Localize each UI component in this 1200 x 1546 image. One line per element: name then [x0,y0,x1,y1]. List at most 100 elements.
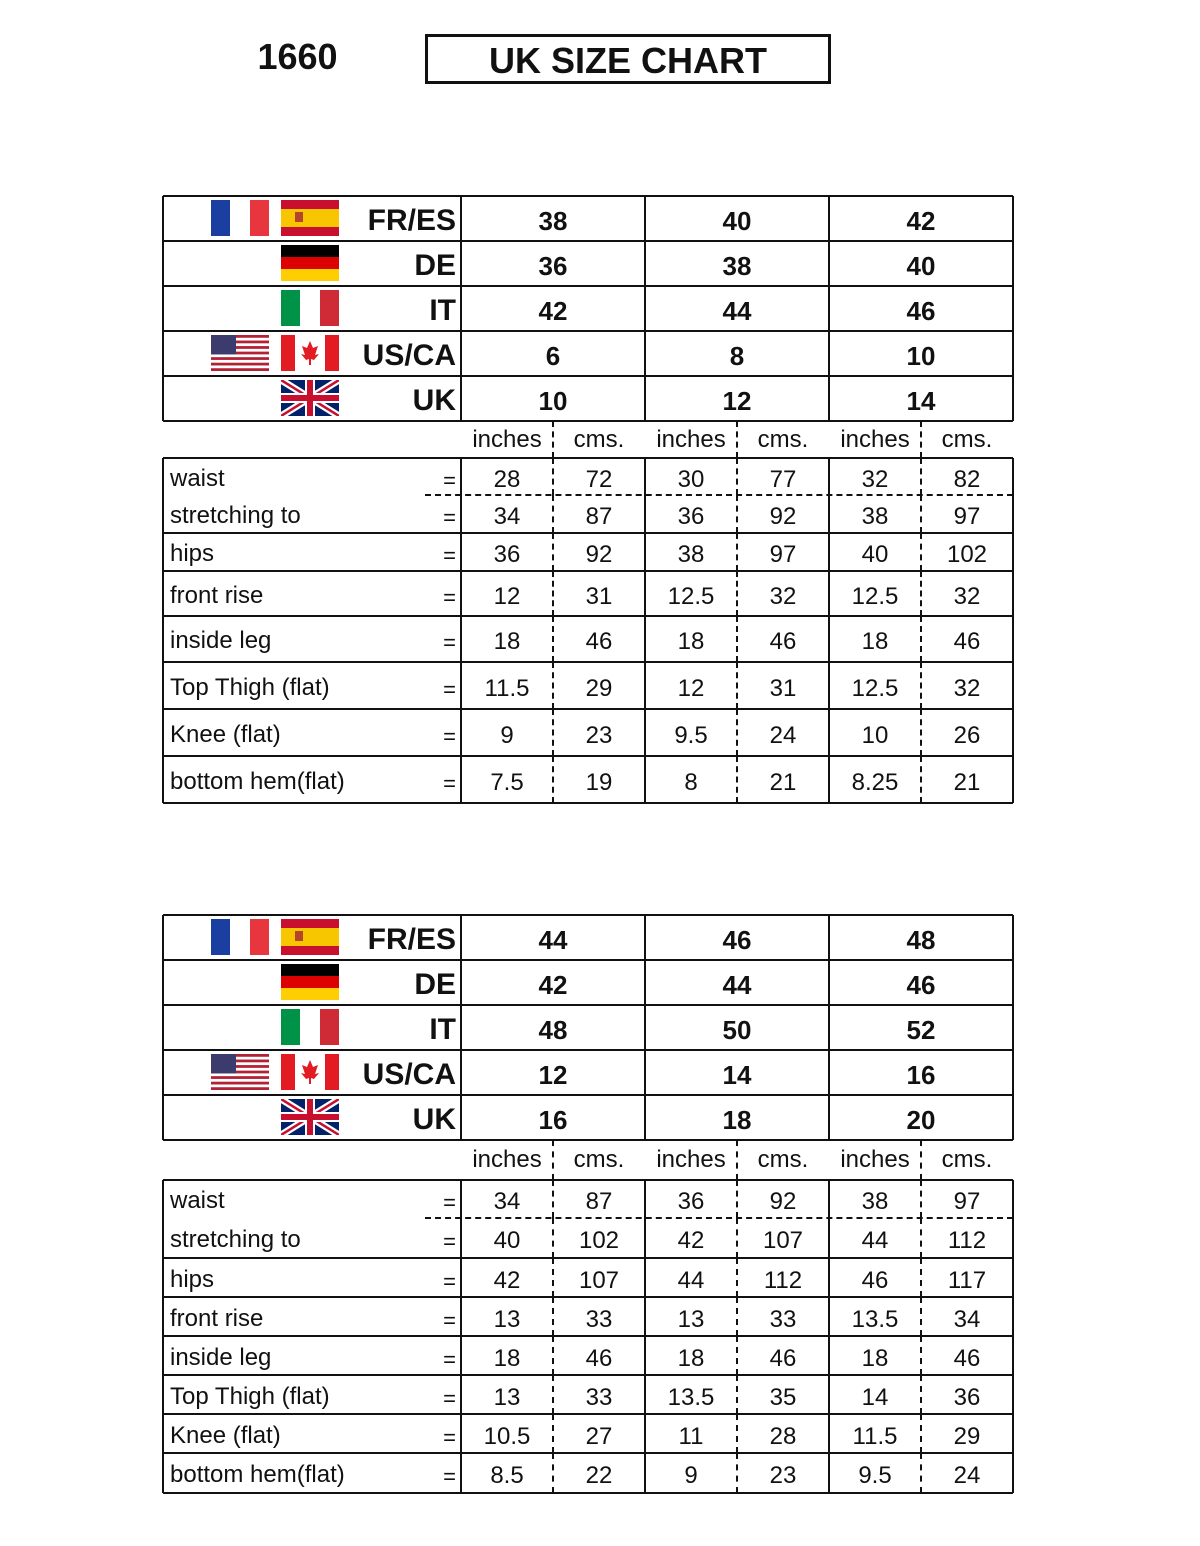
size-value: 18 [722,1105,752,1135]
flag [281,245,339,281]
rule [425,494,1013,496]
measure-value: 18 [677,628,705,655]
rule [644,1297,646,1336]
measure-value: 11.5 [484,674,530,702]
measure-value: 36 [953,1383,981,1411]
rule [162,709,164,756]
equals-sign: = [443,676,456,702]
equals-sign: = [443,505,456,530]
rule [163,661,1013,663]
measure-value: 97 [953,503,981,530]
rule [644,1375,646,1414]
measure-value: 9 [500,721,514,749]
measure-value: 77 [769,465,797,493]
rule [460,709,462,756]
rule [828,1258,830,1297]
rule [736,495,738,533]
country-label: FR/ES [367,922,456,956]
measure-label: waist [170,464,225,492]
country-label: FR/ES [367,203,456,237]
size-value: 46 [906,296,936,326]
unit-label: inches [840,425,910,453]
flag [211,919,269,955]
unit-label: cms. [757,425,809,453]
rule [828,286,830,331]
rule [1012,286,1014,331]
rule [552,1297,554,1336]
measure-value: 29 [953,1422,981,1450]
size-value: 12 [538,1060,568,1090]
rule [460,286,462,331]
measure-value: 8.25 [851,768,899,796]
equals-sign: = [443,1229,456,1254]
rule [162,533,164,571]
rule [736,756,738,803]
rule [828,1297,830,1336]
unit-label: cms. [573,1146,625,1173]
rule [828,1095,830,1140]
measure-value: 92 [769,503,797,530]
size-value: 36 [538,251,568,281]
rule [1012,1297,1014,1336]
flag [281,335,339,371]
rule [460,1258,462,1297]
rule [460,196,462,241]
size-value: 46 [722,925,752,955]
measure-value: 32 [769,582,797,610]
measure-value: 8.5 [490,1462,524,1489]
measure-value: 46 [953,1344,981,1372]
rule [736,1140,738,1180]
rule [1012,376,1014,421]
rule [460,1005,462,1050]
measure-value: 33 [769,1305,797,1333]
rule [828,1453,830,1493]
rule [920,1297,922,1336]
measure-value: 30 [677,465,705,493]
rule [644,662,646,709]
size-value: 48 [538,1015,568,1045]
measure-value: 22 [585,1462,613,1489]
equals-sign: = [443,723,456,749]
measure-value: 102 [946,541,988,568]
measure-value: 12.5 [851,582,899,610]
rule [162,1218,164,1258]
measure-label: front rise [170,1304,264,1332]
rule [552,1180,554,1218]
rule [162,1414,164,1453]
rule [163,285,1013,287]
measure-value: 19 [585,768,613,796]
rule [920,662,922,709]
rule [162,331,164,376]
rule [1012,616,1014,662]
measure-value: 34 [493,503,521,530]
rule [552,533,554,571]
rule [552,421,554,458]
rule [920,756,922,803]
flag [281,290,339,326]
rule [920,1140,922,1180]
flag-fr [211,200,269,236]
measure-value: 29 [585,674,613,702]
equals-sign: = [443,1464,456,1489]
measure-value: 36 [677,1188,705,1215]
measure-value: 13 [677,1305,705,1333]
rule [828,1005,830,1050]
measure-value: 13 [493,1305,521,1333]
equals-sign: = [443,584,456,610]
rule [460,1095,462,1140]
measure-label: bottom hem(flat) [170,1461,345,1488]
size-value: 12 [722,386,752,416]
rule [162,376,164,421]
unit-label: cms. [573,425,625,453]
rule [162,1050,164,1095]
rule [163,1094,1013,1096]
rule [162,241,164,286]
measure-value: 34 [953,1305,981,1333]
rule [163,1413,1013,1415]
measure-value: 9 [684,1462,698,1489]
rule [828,533,830,571]
measure-label: hips [170,1265,215,1293]
rule [162,616,164,662]
size-value: 10 [906,341,936,371]
